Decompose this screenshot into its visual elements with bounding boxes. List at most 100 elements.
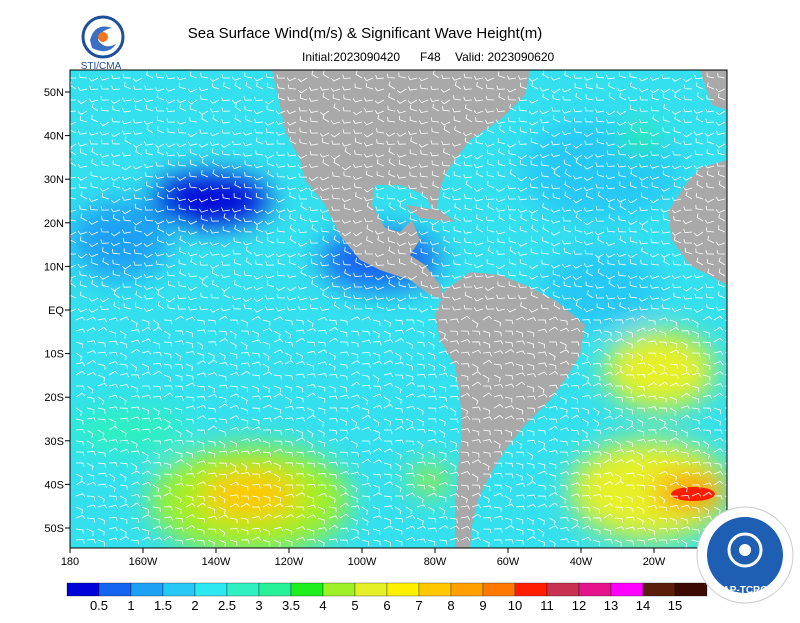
- wind-barb: [559, 374, 569, 379]
- wind-barb: [394, 462, 402, 471]
- wind-barb: [449, 440, 457, 448]
- wind-barb: [625, 341, 633, 349]
- wind-barb: [383, 448, 394, 453]
- wind-barb: [583, 220, 594, 226]
- wind-barb: [388, 279, 396, 288]
- wind-barb: [498, 125, 506, 134]
- wind-barb: [245, 246, 253, 255]
- wind-barb: [388, 180, 396, 189]
- wind-barb: [539, 143, 550, 148]
- wind-barb: [123, 216, 132, 222]
- wind-barb: [322, 114, 330, 123]
- wind-barb: [603, 481, 614, 486]
- color-box: [578, 582, 612, 597]
- wind-barb: [339, 492, 350, 497]
- wind-barb: [179, 235, 187, 244]
- wind-barb: [372, 385, 382, 391]
- wind-barb: [483, 385, 492, 391]
- wind-barb: [584, 140, 594, 145]
- wind-barb: [207, 385, 215, 393]
- wind-barb: [355, 192, 363, 200]
- wind-barb: [495, 230, 506, 235]
- wind-barb: [207, 341, 217, 346]
- wind-barb: [517, 187, 528, 192]
- wind-barb: [253, 297, 264, 302]
- wind-barb: [438, 516, 449, 521]
- wind-barb: [528, 154, 539, 160]
- lon-tick-label: 80W: [424, 556, 447, 568]
- wind-barb: [713, 506, 721, 515]
- wind-barb: [559, 319, 568, 326]
- wind-barb: [616, 131, 627, 136]
- wind-barb: [189, 172, 198, 178]
- wind-barb: [218, 352, 226, 361]
- wind-barb: [627, 253, 638, 259]
- wind-barb: [493, 363, 502, 370]
- wind-barb: [594, 153, 605, 158]
- wind-barb: [680, 526, 691, 531]
- wind-barb: [603, 371, 614, 376]
- wind-barb: [244, 72, 253, 79]
- wind-barb: [537, 470, 548, 475]
- wind-barb: [75, 539, 85, 544]
- wind-barb: [130, 319, 138, 328]
- wind-barb: [680, 405, 691, 410]
- wind-barb: [207, 539, 215, 547]
- wind-barb: [124, 136, 132, 145]
- wind-barb: [108, 361, 119, 365]
- wind-barb: [629, 104, 638, 112]
- wind-barb: [517, 208, 528, 213]
- wind-barb: [629, 181, 638, 189]
- wind-barb: [592, 418, 600, 427]
- wind-barb: [122, 97, 132, 102]
- wind-barb: [438, 481, 449, 486]
- wind-barb: [399, 202, 407, 211]
- wind-barb: [559, 383, 570, 388]
- wind-barb: [308, 108, 319, 113]
- wind-barb: [453, 226, 462, 233]
- wind-barb: [537, 371, 548, 376]
- wind-barb: [408, 305, 417, 310]
- wind-barb: [372, 539, 381, 546]
- wind-barb: [386, 194, 396, 200]
- wind-barb: [86, 396, 95, 403]
- wind-barb: [484, 143, 495, 147]
- wind-barb: [658, 330, 667, 338]
- wind-barb: [451, 142, 462, 147]
- wind-barb: [629, 258, 638, 266]
- wind-barb: [713, 337, 724, 343]
- wind-barb: [518, 106, 528, 112]
- wind-barb: [669, 481, 680, 486]
- wind-barb: [702, 451, 710, 459]
- wind-barb: [497, 237, 506, 244]
- wind-barb: [674, 236, 682, 244]
- wind-barb: [482, 484, 491, 491]
- wind-barb: [163, 330, 171, 339]
- wind-barb: [636, 385, 645, 392]
- wind-barb: [462, 132, 473, 137]
- wind-barb: [352, 119, 363, 124]
- wind-barb: [405, 449, 416, 454]
- wind-barb: [482, 351, 492, 357]
- wind-barb: [418, 231, 429, 236]
- wind-barb: [88, 308, 99, 313]
- wind-barb: [119, 503, 130, 508]
- wind-barb: [165, 87, 176, 92]
- wind-barb: [647, 416, 658, 421]
- wind-barb: [484, 286, 495, 291]
- wind-barb: [660, 187, 671, 192]
- wind-barb: [289, 192, 297, 200]
- wind-barb: [317, 473, 327, 478]
- wind-barb: [387, 216, 396, 222]
- wind-barb: [405, 525, 416, 530]
- wind-barb: [517, 242, 528, 247]
- colorbar-label: 8: [447, 598, 454, 613]
- wind-barb: [540, 304, 550, 310]
- wind-barb: [691, 528, 700, 535]
- wind-barb: [408, 294, 418, 299]
- wind-barb: [364, 97, 374, 102]
- wind-barb: [519, 126, 528, 134]
- wind-barb: [86, 528, 94, 536]
- wind-barb: [130, 493, 141, 499]
- wind-barb: [163, 407, 172, 414]
